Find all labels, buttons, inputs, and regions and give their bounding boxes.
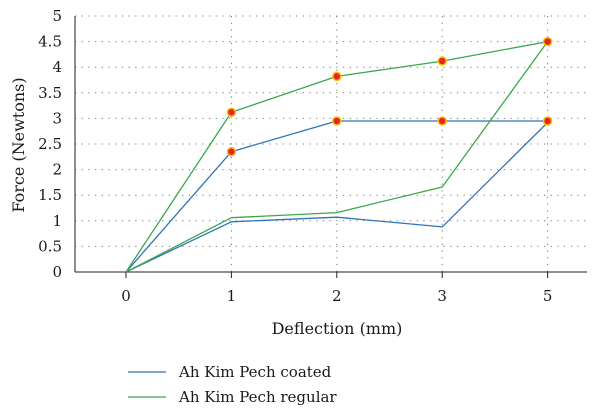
x-tick-label: 5 xyxy=(543,287,553,305)
y-tick-label: 0 xyxy=(52,263,62,281)
x-tick-label: 0 xyxy=(121,287,131,305)
x-tick-label: 3 xyxy=(437,287,447,305)
y-tick-label: 4 xyxy=(52,58,62,76)
legend-label-coated: Ah Kim Pech coated xyxy=(178,363,332,381)
y-tick-label: 1 xyxy=(52,212,62,230)
data-point-regular xyxy=(332,71,342,82)
y-tick-label: 3.5 xyxy=(38,84,62,102)
data-point-coated xyxy=(332,116,342,126)
y-tick-label: 3 xyxy=(52,109,62,127)
x-tick-label: 2 xyxy=(332,287,342,305)
legend: Ah Kim Pech coated Ah Kim Pech regular xyxy=(128,363,337,406)
y-tick-label: 2 xyxy=(52,161,62,179)
x-axis-title: Deflection (mm) xyxy=(272,319,403,338)
series-line-regular-unloading xyxy=(125,41,549,273)
y-tick-label: 1.5 xyxy=(38,186,62,204)
series-line-coated-unloading xyxy=(125,122,549,273)
legend-label-regular: Ah Kim Pech regular xyxy=(178,388,337,406)
axes xyxy=(74,16,587,278)
y-tick-label: 5 xyxy=(52,7,62,25)
data-point-coated xyxy=(437,116,447,126)
y-tick-label: 4.5 xyxy=(38,33,62,51)
x-tick-labels: 0 1 2 3 5 xyxy=(121,287,552,305)
data-markers xyxy=(226,36,553,157)
y-tick-label: 2.5 xyxy=(38,135,62,153)
data-point-regular xyxy=(542,36,553,47)
grid-lines xyxy=(75,15,587,272)
data-point-coated xyxy=(226,146,237,157)
x-tick-label: 1 xyxy=(227,287,237,305)
y-tick-label: 0.5 xyxy=(38,237,62,255)
y-tick-labels: 0 0.5 1 1.5 2 2.5 3 3.5 4 4.5 5 xyxy=(38,7,62,281)
data-point-regular xyxy=(437,56,447,66)
data-point-regular xyxy=(226,107,237,118)
y-axis-title: Force (Newtons) xyxy=(9,77,28,212)
data-point-coated xyxy=(542,116,553,126)
